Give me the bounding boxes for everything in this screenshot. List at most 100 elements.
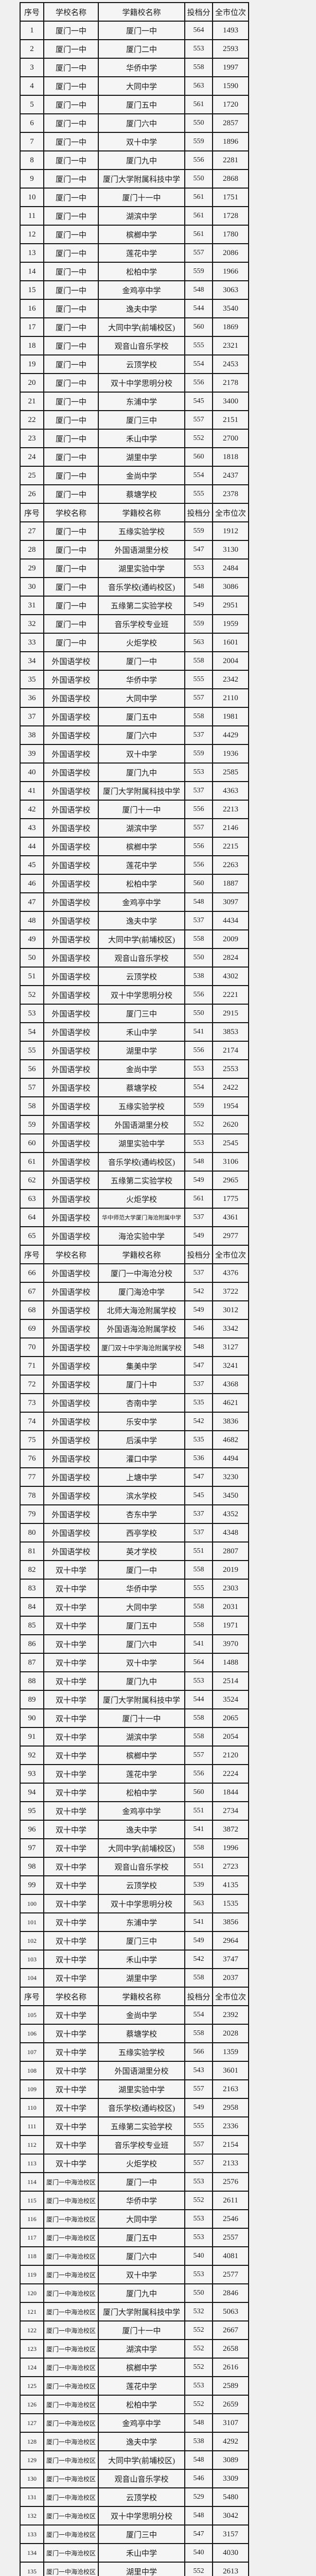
- cell-registered-school-name: 五缘实验学校: [98, 1096, 185, 1116]
- table-row: 17 厦门一中 大同中学(前埔校区) 560 1869: [20, 317, 249, 337]
- cell-city-rank: 1728: [212, 206, 249, 226]
- table-row: 79 外国语学校 杏东中学 537 4352: [20, 1504, 249, 1524]
- cell-city-rank: 3086: [212, 577, 249, 597]
- cell-score: 543: [184, 2061, 213, 2080]
- table-row: 57 外国语学校 蔡塘学校 554 2422: [20, 1078, 249, 1097]
- cell-score: 548: [184, 1337, 213, 1357]
- cell-score: 554: [184, 354, 213, 374]
- table-row: 126 厦门一中海沧校区 松柏中学 552 2659: [20, 2395, 249, 2414]
- cell-score: 542: [184, 1950, 213, 1969]
- cell-city-rank: 2054: [212, 1727, 249, 1747]
- table-row: 32 厦门一中 音乐学校专业班 559 1959: [20, 614, 249, 634]
- table-row: 12 厦门一中 槟榔中学 561 1780: [20, 225, 249, 244]
- table-row: 87 双十中学 双十中学 564 1488: [20, 1653, 249, 1672]
- cell-registered-school-name: 火炬学校: [98, 633, 185, 652]
- cell-registered-school-name: 厦门九中: [98, 150, 185, 170]
- cell-index: 75: [20, 1430, 44, 1450]
- cell-registered-school-name: 厦门十一中: [98, 800, 185, 819]
- cell-city-rank: 2221: [212, 985, 249, 1005]
- cell-school-name: 厦门一中: [43, 58, 99, 77]
- cell-score: 549: [184, 1300, 213, 1320]
- cell-score: 553: [184, 2376, 213, 2396]
- table-row: 8 厦门一中 厦门九中 556 2281: [20, 150, 249, 170]
- cell-school-name: 厦门一中: [43, 392, 99, 411]
- cell-index: 20: [20, 373, 44, 393]
- cell-score: 559: [184, 521, 213, 541]
- table-row: 125 厦门一中海沧校区 莲花中学 553 2589: [20, 2376, 249, 2396]
- cell-registered-school-name: 五缘实验学校: [98, 521, 185, 541]
- cell-school-name: 双十中学: [43, 1857, 99, 1876]
- table-row: 58 外国语学校 五缘实验学校 559 1954: [20, 1096, 249, 1116]
- table-row: 98 双十中学 观音山音乐学校 551 2723: [20, 1857, 249, 1876]
- cell-score: 540: [184, 2543, 213, 2563]
- table-row: 74 外国语学校 乐安中学 542 3836: [20, 1412, 249, 1431]
- cell-school-name: 双十中学: [43, 1764, 99, 1784]
- table-row: 99 双十中学 云顶学校 539 4135: [20, 1875, 249, 1895]
- cell-registered-school-name: 云顶学校: [98, 2487, 185, 2507]
- cell-city-rank: 1818: [212, 447, 249, 467]
- table-row: 89 双十中学 厦门大学附属科技中学 544 3524: [20, 1690, 249, 1709]
- cell-index: 3: [20, 58, 44, 77]
- cell-registered-school-name: 双十中学: [98, 744, 185, 764]
- cell-score: 556: [184, 150, 213, 170]
- cell-city-rank: 1535: [212, 1894, 249, 1913]
- cell-registered-school-name: 外国语海沧附属学校: [98, 1319, 185, 1338]
- cell-index: 85: [20, 1616, 44, 1635]
- cell-registered-school-name: 华侨中学: [98, 1579, 185, 1598]
- cell-registered-school-name: 槟榔中学: [98, 225, 185, 244]
- cell-city-rank: 1954: [212, 1096, 249, 1116]
- table-row: 120 厦门一中海沧校区 厦门九中 550 2846: [20, 2283, 249, 2303]
- cell-score: 548: [184, 2413, 213, 2433]
- cell-city-rank: 1959: [212, 614, 249, 634]
- table-row: 6 厦门一中 厦门六中 550 2857: [20, 113, 249, 133]
- cell-registered-school-name: 火炬学校: [98, 1189, 185, 1209]
- cell-registered-school-name: 厦门九中: [98, 762, 185, 782]
- cell-score: 553: [184, 39, 213, 59]
- cell-index: 46: [20, 874, 44, 893]
- table-row: 82 双十中学 厦门一中 558 2019: [20, 1560, 249, 1580]
- cell-school-name: 双十中学: [43, 1727, 99, 1747]
- cell-score: 541: [184, 1022, 213, 1042]
- cell-index: 67: [20, 1282, 44, 1301]
- cell-index: 34: [20, 651, 44, 671]
- cell-index: 83: [20, 1579, 44, 1598]
- column-header: 序号: [20, 2, 44, 22]
- cell-city-rank: 5480: [212, 2487, 249, 2507]
- cell-school-name: 外国语学校: [43, 1133, 99, 1153]
- cell-index: 40: [20, 762, 44, 782]
- cell-school-name: 厦门一中: [43, 410, 99, 430]
- cell-index: 57: [20, 1078, 44, 1097]
- table-row: 75 外国语学校 后溪中学 535 4682: [20, 1430, 249, 1450]
- cell-city-rank: 1887: [212, 874, 249, 893]
- table-row: 27 厦门一中 五缘实验学校 559 1912: [20, 521, 249, 541]
- cell-score: 561: [184, 1189, 213, 1209]
- cell-city-rank: 2031: [212, 1597, 249, 1617]
- cell-city-rank: 4081: [212, 2246, 249, 2266]
- cell-city-rank: 2977: [212, 1226, 249, 1246]
- cell-registered-school-name: 金尚中学: [98, 2005, 185, 2025]
- cell-index: 70: [20, 1337, 44, 1357]
- cell-registered-school-name: 厦门大学附属科技中学: [98, 169, 185, 189]
- cell-index: 74: [20, 1412, 44, 1431]
- cell-city-rank: 2019: [212, 1560, 249, 1580]
- cell-city-rank: 2514: [212, 1671, 249, 1691]
- cell-school-name: 厦门一中: [43, 484, 99, 504]
- cell-index: 5: [20, 95, 44, 114]
- cell-index: 89: [20, 1690, 44, 1709]
- cell-index: 49: [20, 929, 44, 949]
- cell-city-rank: 2437: [212, 466, 249, 485]
- cell-school-name: 厦门一中: [43, 558, 99, 578]
- cell-registered-school-name: 逸夫中学: [98, 299, 185, 318]
- table-row: 66 外国语学校 厦门一中海沧分校 537 4376: [20, 1263, 249, 1283]
- cell-index: 52: [20, 985, 44, 1005]
- cell-city-rank: 2009: [212, 929, 249, 949]
- table-row: 81 外国语学校 英才学校 551 2807: [20, 1541, 249, 1561]
- cell-school-name: 厦门一中海沧校区: [43, 2395, 99, 2414]
- cell-school-name: 厦门一中: [43, 540, 99, 560]
- cell-city-rank: 4302: [212, 967, 249, 986]
- cell-school-name: 厦门一中海沧校区: [43, 2432, 99, 2451]
- table-row: 51 外国语学校 云顶学校 538 4302: [20, 967, 249, 986]
- cell-registered-school-name: 观音山音乐学校: [98, 2469, 185, 2488]
- cell-school-name: 双十中学: [43, 1838, 99, 1858]
- cell-city-rank: 3856: [212, 1912, 249, 1932]
